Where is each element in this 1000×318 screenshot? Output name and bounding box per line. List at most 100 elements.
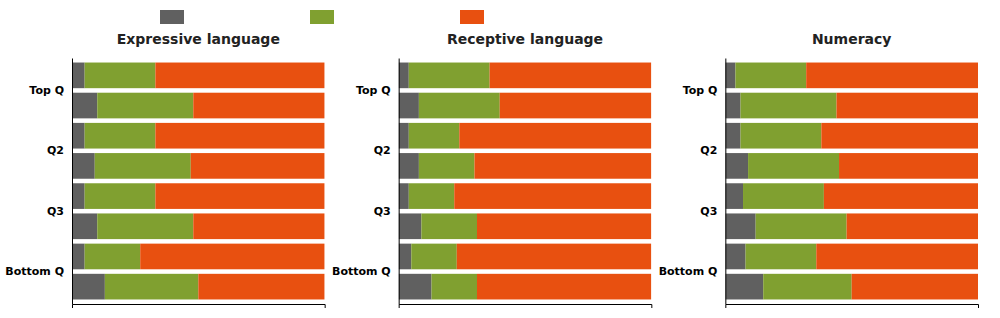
bars [72,63,325,300]
y-tick-label: Top Q [356,84,391,97]
bar-segment [155,63,324,89]
bar-segment [821,123,978,149]
bar-segment [198,274,324,300]
bar-segment [105,274,198,300]
y-tick: Q2 [47,136,72,158]
bar-segment [85,63,156,89]
bar-segment [806,63,978,89]
panel: Expressive languageTop QQ2Q3Bottom Q [5,31,325,308]
bar-segment [725,63,735,89]
y-tick-label: Q3 [374,205,391,218]
y-tick-label: Q2 [47,144,64,157]
x-axis-line [399,305,652,309]
series [140,63,324,300]
bar-segment [824,183,978,209]
bar-segment [735,63,806,89]
bar-segment [95,153,191,179]
y-tick-label: Bottom Q [659,265,718,278]
y-tick: Q2 [374,136,399,158]
panel-title: Numeracy [812,31,892,47]
bar-segment [409,63,490,89]
bar-segment [155,183,324,209]
bar-segment [409,123,460,149]
bar-segment [409,183,454,209]
bar-segment [411,244,456,270]
legend-swatch [460,10,484,24]
bar-segment [740,123,821,149]
y-tick-label: Top Q [683,84,718,97]
bar-segment [97,213,193,239]
bars [399,63,652,300]
bar-segment [140,244,324,270]
bar-segment [746,244,817,270]
x-axis-line [73,305,326,309]
y-tick: Q3 [47,196,72,218]
bar-segment [725,244,745,270]
bar-segment [432,274,477,300]
bar-segment [725,153,748,179]
bar-segment [72,183,85,209]
y-tick: Top Q [29,75,72,97]
bar-segment [816,244,978,270]
x-axis [399,305,652,309]
bar-segment [399,244,412,270]
bar-segment [72,153,95,179]
bar-segment [725,274,763,300]
panel-title: Receptive language [447,31,603,47]
bar-segment [399,153,419,179]
bar-segment [193,213,324,239]
bar-segment [763,274,851,300]
bar-segment [85,244,141,270]
series [806,63,978,300]
bar-segment [97,93,193,119]
legend-swatch [160,10,184,24]
y-tick-label: Q3 [700,205,717,218]
bar-segment [191,153,325,179]
bar-segment [421,213,477,239]
y-tick: Bottom Q [659,256,726,278]
bar-segment [72,63,85,89]
series [454,63,651,300]
y-tick-label: Q2 [374,144,391,157]
bar-segment [155,123,324,149]
y-axis-line [72,59,73,305]
y-tick: Bottom Q [332,256,399,278]
bar-segment [725,93,740,119]
bar-segment [85,183,156,209]
bar-segment [419,153,475,179]
bar-segment [72,93,97,119]
bar-segment [454,183,651,209]
bar-segment [743,183,824,209]
bar-segment [837,93,978,119]
bar-segment [740,93,836,119]
bar-segment [72,213,97,239]
bar-segment [72,244,85,270]
bar-segment [399,63,409,89]
y-tick-label: Q2 [700,144,717,157]
bar-segment [500,93,652,119]
bar-segment [847,213,978,239]
bar-segment [756,213,847,239]
y-tick: Q2 [700,136,725,158]
y-axis: Top Q Q2 Q3 Bottom Q [332,59,399,305]
bars [725,63,978,300]
y-axis-line [399,59,400,305]
y-tick-label: Bottom Q [332,265,391,278]
y-tick-label: Top Q [29,84,64,97]
bar-segment [72,274,105,300]
x-axis [73,305,326,309]
bar-segment [748,153,839,179]
bar-segment [85,123,156,149]
bar-segment [72,123,85,149]
legend-swatch [310,10,334,24]
x-axis-line [726,305,979,309]
bar-segment [852,274,978,300]
bar-segment [459,123,651,149]
bar-segment [477,274,651,300]
bar-segment [725,123,740,149]
bar-segment [839,153,978,179]
x-axis [726,305,979,309]
bar-segment [725,213,755,239]
bar-segment [399,93,419,119]
bar-segment [457,244,652,270]
